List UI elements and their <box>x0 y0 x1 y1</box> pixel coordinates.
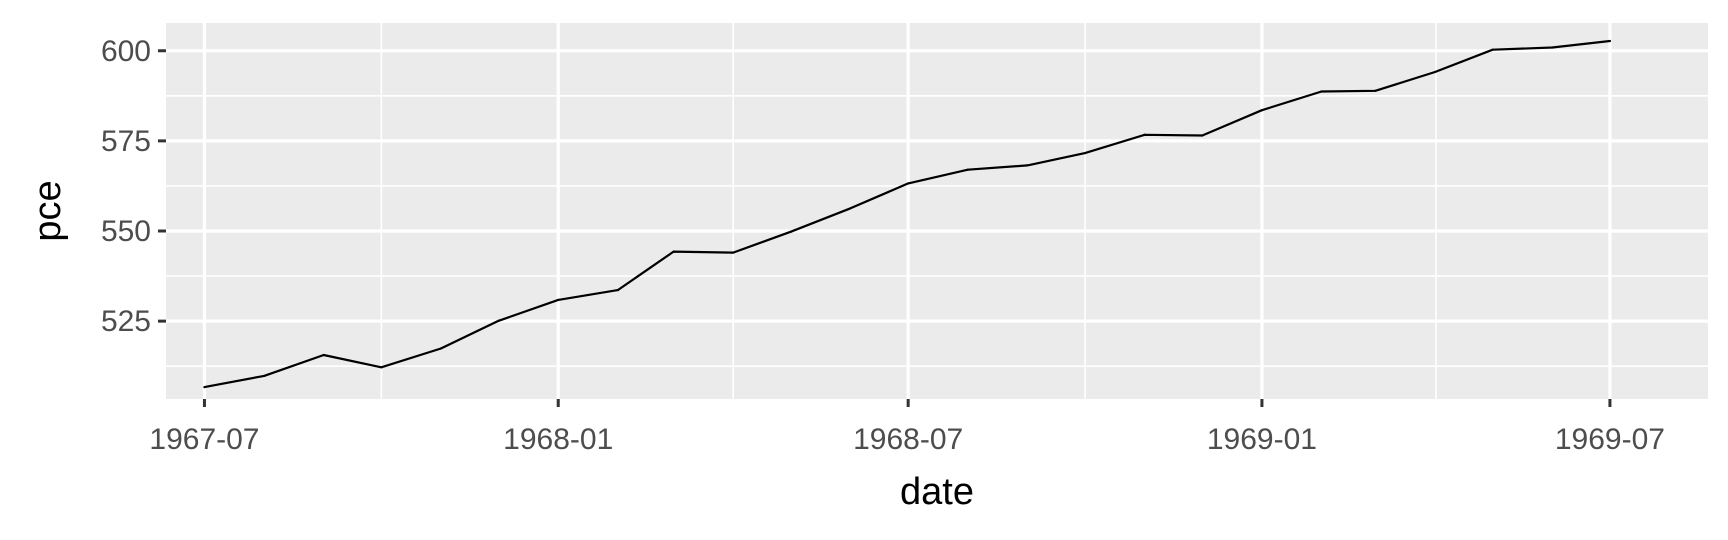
data-point <box>732 251 735 254</box>
data-point <box>849 207 852 210</box>
data-point <box>1551 46 1554 49</box>
data-point <box>789 230 792 233</box>
y-tick-label: 525 <box>101 305 151 338</box>
plot-panel <box>166 23 1708 399</box>
data-point <box>203 386 206 389</box>
x-tick-label: 1968-01 <box>503 423 613 456</box>
data-point <box>1201 134 1204 137</box>
data-point <box>557 298 560 301</box>
data-point <box>966 168 969 171</box>
y-tick-labels: 525 550 575 600 <box>101 35 151 338</box>
y-axis-title: pce <box>27 180 69 241</box>
data-point <box>1608 39 1612 43</box>
minor-gridlines <box>166 23 1708 399</box>
data-point <box>1260 109 1264 112</box>
data-point <box>1433 70 1437 74</box>
data-point <box>1026 164 1029 167</box>
x-tick-label: 1969-01 <box>1207 423 1317 456</box>
data-point <box>672 250 675 253</box>
x-tick-label: 1968-07 <box>853 423 963 456</box>
x-tick-label: 1969-07 <box>1555 423 1665 456</box>
data-point <box>1143 133 1146 136</box>
data-point <box>1320 90 1323 93</box>
major-gridlines <box>166 23 1708 399</box>
y-tick-label: 600 <box>101 35 151 68</box>
x-tick-labels: 1967-07 1968-01 1968-07 1969-01 1969-07 <box>149 423 1665 456</box>
data-point <box>439 347 443 350</box>
data-point <box>1083 152 1087 155</box>
series-layer <box>203 39 1612 389</box>
data-point <box>1374 89 1377 92</box>
data-point <box>1491 48 1494 51</box>
y-tick-label: 575 <box>101 125 151 158</box>
axis-ticks <box>158 49 1612 407</box>
data-point <box>380 366 383 369</box>
data-point <box>322 353 325 357</box>
data-point <box>907 182 910 185</box>
y-tick-label: 550 <box>101 215 151 248</box>
x-tick-label: 1967-07 <box>149 423 259 456</box>
data-point <box>262 374 266 378</box>
data-point <box>497 319 500 322</box>
data-point <box>616 289 619 292</box>
x-axis-title: date <box>900 471 974 513</box>
